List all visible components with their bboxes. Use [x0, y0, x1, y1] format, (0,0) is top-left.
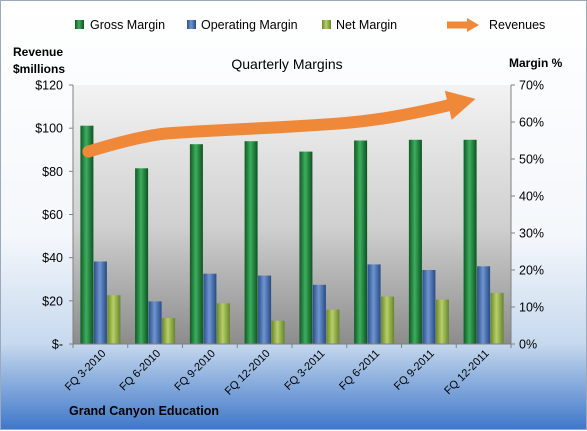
bar-operating-margin-2 — [149, 301, 162, 344]
bar-net-margin-5 — [326, 310, 339, 344]
y-left-title-line1: Revenue — [13, 45, 63, 59]
bar-net-margin-8 — [491, 293, 504, 344]
y-left-tick-label-120: $120 — [35, 79, 63, 93]
bar-operating-margin-5 — [313, 285, 326, 344]
bar-net-margin-7 — [436, 300, 449, 344]
bar-operating-margin-1 — [94, 262, 107, 345]
bar-operating-margin-8 — [477, 266, 490, 344]
bar-net-margin-1 — [107, 295, 120, 344]
x-tick-label-8: FQ 12-2011 — [442, 348, 491, 397]
legend-swatch-operating-margin — [187, 20, 196, 29]
bar-gross-margin-8 — [464, 140, 477, 344]
x-tick-label-2: FQ 6-2010 — [118, 348, 164, 394]
y-right-tick-label-10: 10% — [519, 301, 544, 315]
y-right-tick-label-60: 60% — [519, 116, 544, 130]
bar-gross-margin-4 — [245, 141, 258, 344]
bar-gross-margin-1 — [80, 126, 93, 344]
x-tick-label-6: FQ 6-2011 — [337, 348, 382, 393]
y-right-tick-label-0: 0% — [519, 338, 537, 352]
bar-net-margin-2 — [162, 318, 175, 344]
y-right-tick-label-30: 30% — [519, 227, 544, 241]
y-left-tick-label-80: $80 — [42, 165, 63, 179]
bar-net-margin-6 — [381, 297, 394, 344]
y-right-tick-label-40: 40% — [519, 190, 544, 204]
y-right-tick-label-50: 50% — [519, 153, 544, 167]
bar-operating-margin-6 — [368, 264, 381, 344]
legend-item-revenues: Revenues — [447, 18, 545, 32]
legend-item-gross-margin: Gross Margin — [75, 18, 165, 32]
legend-item-net-margin: Net Margin — [322, 18, 397, 32]
y-left-title-line2: $millions — [13, 62, 65, 76]
bar-gross-margin-5 — [299, 152, 312, 344]
y-right-tick-label-70: 70% — [519, 79, 544, 93]
x-tick-label-3: FQ 9-2010 — [172, 348, 218, 394]
y-left-tick-label-40: $40 — [42, 251, 63, 265]
y-left-tick-label-20: $20 — [42, 294, 63, 308]
legend-label-operating-margin: Operating Margin — [201, 18, 298, 32]
footer-company-name: Grand Canyon Education — [69, 404, 219, 418]
legend-label-net-margin: Net Margin — [336, 18, 397, 32]
legend-arrowhead-revenues — [467, 18, 479, 32]
bar-gross-margin-7 — [409, 140, 422, 344]
y-left-tick-label-60: $60 — [42, 208, 63, 222]
x-tick-label-5: FQ 3-2011 — [282, 348, 327, 393]
x-tick-label-4: FQ 12-2010 — [223, 348, 273, 398]
legend-item-operating-margin: Operating Margin — [187, 18, 298, 32]
bar-operating-margin-3 — [203, 274, 216, 344]
legend-swatch-gross-margin — [75, 20, 84, 29]
x-tick-label-7: FQ 9-2011 — [392, 348, 437, 393]
bar-net-margin-3 — [217, 303, 230, 344]
y-left-tick-label-0: $- — [52, 338, 63, 352]
x-tick-label-1: FQ 3-2010 — [63, 348, 109, 394]
y-left-tick-label-100: $100 — [35, 122, 63, 136]
legend-label-revenues: Revenues — [489, 18, 545, 32]
bar-gross-margin-2 — [135, 168, 148, 344]
legend-swatch-net-margin — [322, 20, 331, 29]
bar-net-margin-4 — [272, 321, 285, 344]
y-right-tick-label-20: 20% — [519, 264, 544, 278]
legend-label-gross-margin: Gross Margin — [90, 18, 165, 32]
bar-gross-margin-6 — [354, 141, 367, 345]
bar-operating-margin-7 — [422, 270, 435, 344]
legend: Gross Margin Operating Margin Net Margin… — [75, 18, 545, 32]
bar-gross-margin-3 — [190, 144, 203, 344]
y-right-title: Margin % — [509, 56, 563, 70]
bar-operating-margin-4 — [258, 276, 271, 344]
chart-title: Quarterly Margins — [231, 56, 342, 72]
